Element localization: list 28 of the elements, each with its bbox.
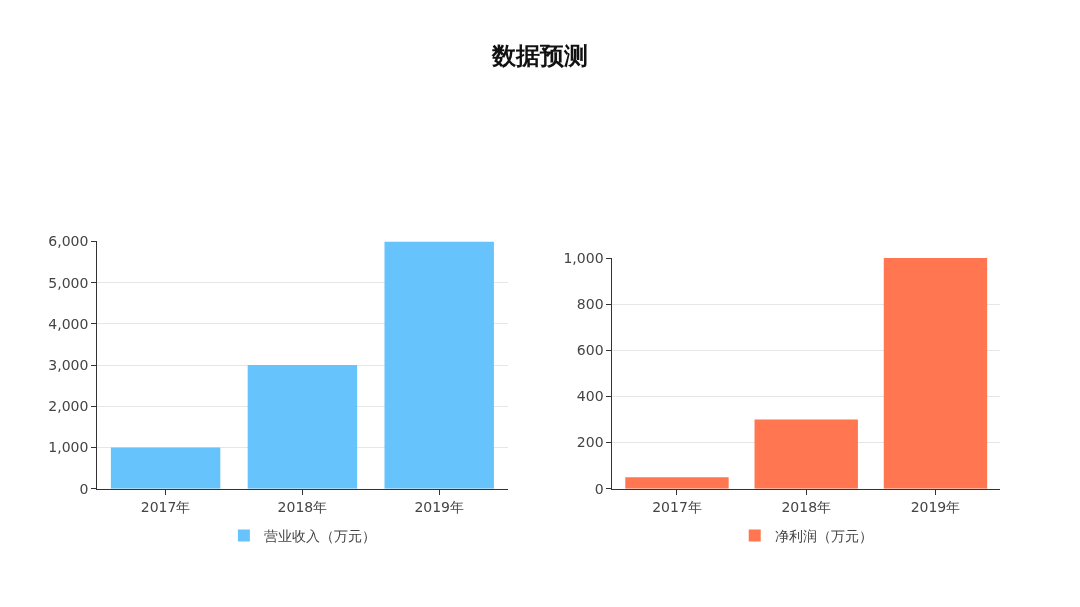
y-tick-label: 400	[576, 388, 604, 405]
x-tick-label: 2018年	[277, 498, 328, 515]
y-tick-label: 5,000	[48, 274, 89, 291]
y-tick-label: 0	[79, 480, 89, 497]
y-tick-label: 1,000	[563, 249, 604, 266]
bar	[384, 241, 494, 489]
y-tick-label: 600	[576, 342, 604, 359]
y-tick-label: 800	[576, 296, 604, 313]
legend-label: 营业收入（万元）	[263, 527, 376, 544]
bar	[754, 419, 858, 489]
x-tick-label: 2018年	[781, 498, 832, 515]
x-tick-label: 2017年	[652, 498, 702, 515]
legend-label: 净利润（万元）	[774, 527, 873, 544]
chart-title: 数据预测	[491, 41, 588, 70]
x-tick-label: 2017年	[140, 498, 191, 515]
bar	[883, 258, 988, 489]
x-tick-label: 2019年	[414, 498, 465, 515]
y-tick-label: 6,000	[48, 233, 89, 250]
y-tick-label: 2,000	[48, 398, 89, 415]
x-tick-label: 2019年	[910, 498, 961, 515]
y-tick-label: 4,000	[48, 315, 89, 332]
y-tick-label: 3,000	[48, 356, 89, 373]
y-tick-label: 1,000	[48, 439, 89, 456]
bar	[625, 477, 729, 489]
bar	[247, 365, 358, 489]
y-tick-label: 0	[594, 480, 604, 497]
y-tick-label: 200	[576, 434, 604, 451]
bar	[110, 447, 221, 489]
